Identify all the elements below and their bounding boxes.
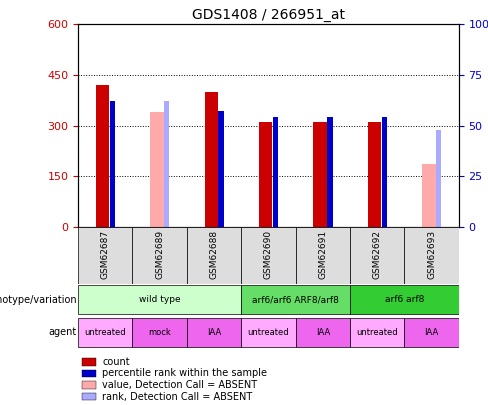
Bar (259, 122, 272, 227)
Bar (187, 227, 241, 284)
Bar (367, 122, 381, 227)
Bar (132, 318, 187, 347)
Bar (82, 393, 96, 400)
Bar (350, 318, 405, 347)
Bar (382, 117, 387, 227)
Bar (82, 358, 96, 365)
Text: GSM62688: GSM62688 (209, 230, 219, 279)
Bar (241, 285, 350, 314)
Text: rank, Detection Call = ABSENT: rank, Detection Call = ABSENT (102, 392, 252, 402)
Text: GSM62693: GSM62693 (427, 230, 436, 279)
Text: wild type: wild type (139, 295, 181, 304)
Bar (241, 227, 296, 284)
Bar (78, 227, 132, 284)
Text: untreated: untreated (247, 328, 289, 337)
Text: GSM62689: GSM62689 (155, 230, 164, 279)
Bar (204, 92, 218, 227)
Bar (132, 227, 187, 284)
Bar (350, 285, 459, 314)
Text: IAA: IAA (207, 328, 221, 337)
Bar (82, 382, 96, 389)
Bar (296, 227, 350, 284)
Bar (327, 117, 332, 227)
Bar (82, 370, 96, 377)
Bar (150, 112, 164, 227)
Text: untreated: untreated (356, 328, 398, 337)
Text: arf6/arf6 ARF8/arf8: arf6/arf6 ARF8/arf8 (252, 295, 339, 304)
Bar (96, 85, 109, 227)
Text: value, Detection Call = ABSENT: value, Detection Call = ABSENT (102, 380, 257, 390)
Bar (422, 164, 436, 227)
Bar (164, 101, 169, 227)
Text: untreated: untreated (84, 328, 126, 337)
Text: IAA: IAA (316, 328, 330, 337)
Text: percentile rank within the sample: percentile rank within the sample (102, 369, 267, 378)
Text: GSM62687: GSM62687 (101, 230, 110, 279)
Bar (405, 318, 459, 347)
Text: agent: agent (49, 327, 77, 337)
Bar (78, 318, 132, 347)
Bar (110, 101, 115, 227)
Bar (78, 285, 241, 314)
Bar (350, 227, 405, 284)
Bar (273, 117, 278, 227)
Bar (241, 318, 296, 347)
Bar (218, 111, 224, 227)
Text: IAA: IAA (425, 328, 439, 337)
Bar (187, 318, 241, 347)
Bar (405, 227, 459, 284)
Text: genotype/variation: genotype/variation (0, 295, 77, 305)
Bar (313, 122, 327, 227)
Bar (296, 318, 350, 347)
Text: arf6 arf8: arf6 arf8 (385, 295, 424, 304)
Text: GSM62691: GSM62691 (318, 230, 327, 279)
Text: GSM62690: GSM62690 (264, 230, 273, 279)
Text: mock: mock (148, 328, 171, 337)
Text: GSM62692: GSM62692 (373, 230, 382, 279)
Bar (436, 130, 441, 227)
Title: GDS1408 / 266951_at: GDS1408 / 266951_at (192, 8, 345, 22)
Text: count: count (102, 357, 130, 367)
